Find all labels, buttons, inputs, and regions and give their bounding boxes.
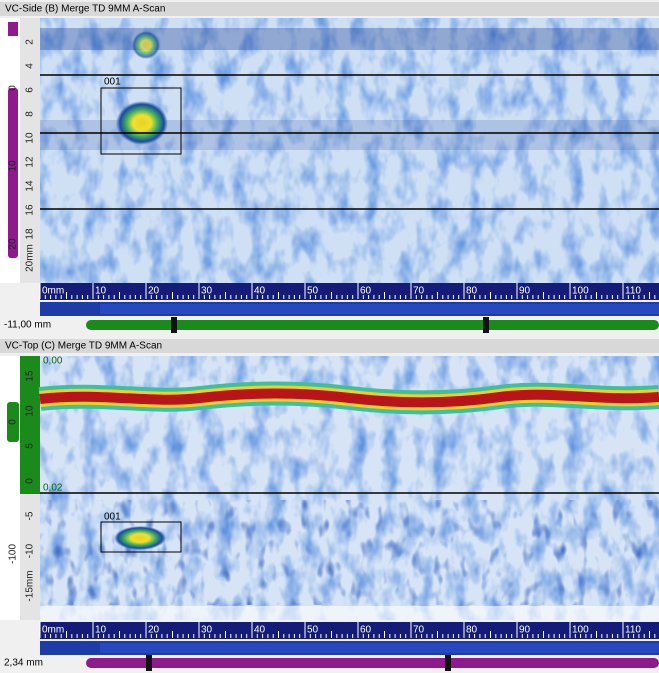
ruler-label: 10 bbox=[8, 160, 19, 172]
slider-handle[interactable] bbox=[445, 655, 451, 671]
red-band bbox=[39, 388, 659, 408]
ruler-label: 50 bbox=[307, 286, 319, 297]
ruler-label: 80 bbox=[466, 625, 478, 636]
gate-start: 0,00 bbox=[43, 356, 63, 367]
slider-handle[interactable] bbox=[146, 655, 152, 671]
indication-box[interactable] bbox=[100, 87, 182, 155]
ruler-label: 100 bbox=[572, 625, 589, 636]
ruler-label: 70 bbox=[413, 625, 425, 636]
ruler-label: 100 bbox=[572, 286, 589, 297]
index-ruler-gate bbox=[20, 356, 40, 494]
ruler-label: 12 bbox=[25, 156, 36, 168]
indication-label: 001 bbox=[104, 77, 121, 88]
c-scan: 001 0,00 0,02 bbox=[38, 356, 659, 620]
scan-bar-inner bbox=[100, 304, 659, 314]
gate-bar bbox=[7, 402, 19, 442]
ruler-label: 0 bbox=[8, 85, 19, 91]
ruler-label: 40 bbox=[254, 625, 266, 636]
ruler-label: 10 bbox=[95, 625, 107, 636]
depth-ruler bbox=[20, 18, 40, 283]
ruler-label: 0 bbox=[8, 419, 19, 425]
ruler-label: 10 bbox=[25, 132, 36, 144]
ruler-label: 20 bbox=[148, 286, 160, 297]
ruler-label: 15 bbox=[25, 370, 36, 382]
ruler-label: 60 bbox=[360, 286, 372, 297]
ruler-label: 0 bbox=[25, 478, 36, 484]
b-scan: 001 bbox=[40, 18, 659, 283]
ruler-label: 0mm bbox=[42, 286, 64, 297]
title-bar bbox=[0, 2, 659, 16]
scan-ruler bbox=[40, 622, 659, 639]
position-label: -11,00 mm bbox=[4, 320, 51, 331]
ruler-label: -5 bbox=[25, 511, 36, 520]
ruler-label: 2 bbox=[25, 39, 36, 45]
ruler-label: 4 bbox=[25, 63, 36, 69]
ruler-label: -15mm bbox=[25, 570, 36, 601]
scan-edge bbox=[40, 606, 659, 620]
ruler-label: 40 bbox=[254, 286, 266, 297]
indication-blob bbox=[132, 31, 160, 59]
ruler-label: 90 bbox=[519, 625, 531, 636]
scan-bar-inner bbox=[100, 643, 659, 653]
slider-handle[interactable] bbox=[171, 317, 177, 333]
gate-bar bbox=[8, 88, 18, 258]
ruler-label: 10 bbox=[95, 286, 107, 297]
ruler-label: 20 bbox=[148, 625, 160, 636]
ruler-label: 20mm bbox=[25, 244, 36, 272]
slider-track[interactable] bbox=[86, 658, 659, 668]
ruler-label: 70 bbox=[413, 286, 425, 297]
gate-bar bbox=[8, 22, 18, 36]
ruler-label: -100 bbox=[8, 544, 19, 564]
ruler-label: 90 bbox=[519, 286, 531, 297]
slider-handle[interactable] bbox=[483, 317, 489, 333]
slider-track[interactable] bbox=[86, 320, 659, 330]
panel-title: VC-Side (B) Merge TD 9MM A-Scan bbox=[5, 4, 165, 15]
ruler-label: 18 bbox=[25, 228, 36, 240]
ruler-label: 110 bbox=[625, 625, 641, 636]
indication-label: 001 bbox=[104, 512, 121, 523]
backwall bbox=[40, 28, 659, 50]
panel-title: VC-Top (C) Merge TD 9MM A-Scan bbox=[5, 341, 162, 352]
position-label: 2,34 mm bbox=[4, 658, 43, 669]
indication-blob bbox=[114, 526, 166, 550]
ruler-label: 80 bbox=[466, 286, 478, 297]
ruler-label: 110 bbox=[625, 286, 641, 297]
ruler-label: 14 bbox=[25, 180, 36, 192]
ruler-label: 30 bbox=[201, 625, 213, 636]
indication-box[interactable] bbox=[100, 521, 182, 553]
ruler-label: 8 bbox=[25, 111, 36, 117]
ruler-label: 6 bbox=[25, 87, 36, 93]
ruler-label: 60 bbox=[360, 625, 372, 636]
title-bar bbox=[0, 339, 659, 353]
ruler-label: 0mm bbox=[42, 625, 64, 636]
ruler-label: 20 bbox=[8, 238, 19, 250]
scan-ruler bbox=[40, 283, 659, 300]
indication-blob bbox=[116, 101, 168, 145]
ruler-label: 10 bbox=[25, 405, 36, 417]
gate-strip bbox=[0, 356, 20, 620]
ruler-label: 30 bbox=[201, 286, 213, 297]
gate-end: 0,02 bbox=[43, 483, 63, 494]
ruler-label: 5 bbox=[25, 443, 36, 449]
scan-noise bbox=[40, 18, 659, 283]
ruler-label: 50 bbox=[307, 625, 319, 636]
ruler-label: 16 bbox=[25, 204, 36, 216]
ruler-label: -10 bbox=[25, 543, 36, 558]
